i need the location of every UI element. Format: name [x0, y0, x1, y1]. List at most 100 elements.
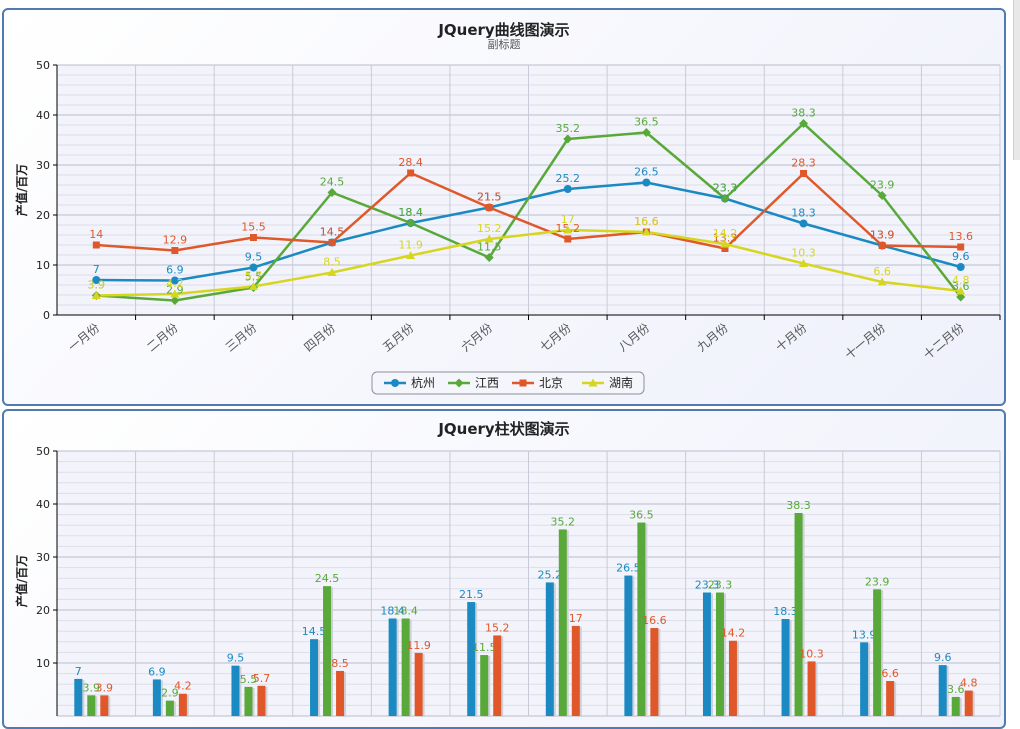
bar: [165, 700, 174, 716]
bar-label: 15.2: [485, 621, 510, 634]
data-point: [877, 191, 887, 200]
bar: [231, 665, 240, 716]
bar: [388, 618, 397, 716]
legend-marker: [391, 379, 399, 387]
data-label: 35.2: [556, 122, 581, 135]
bar-label: 11.5: [472, 641, 497, 654]
data-label: 36.5: [634, 116, 659, 129]
data-label: 25.2: [556, 172, 581, 185]
data-label: 14.5: [320, 226, 345, 239]
bar-chart: 1020304050JQuery柱状图演示产值/百万73.93.96.92.94…: [14, 420, 1001, 717]
data-label: 23.3: [713, 182, 738, 195]
y-axis-label: 产值/百万: [14, 555, 29, 607]
data-label: 13.3: [713, 232, 738, 245]
data-label: 9.6: [952, 250, 970, 263]
x-tick-label: 八月份: [616, 321, 653, 355]
data-label: 13.6: [948, 230, 973, 243]
data-point: [956, 286, 966, 295]
line-chart-panel: 0 10 20 30 40 50 一月份 二月份 三月份 四月份 五月份 六月份 七月份 八月份 九月份 十月…: [2, 8, 1006, 406]
bar: [650, 628, 659, 716]
bar-label: 8.5: [331, 657, 349, 670]
data-point: [642, 178, 651, 187]
data-label: 3.9: [88, 279, 106, 292]
bar: [414, 652, 423, 716]
legend-marker: [519, 379, 527, 387]
x-tick-label: 一月份: [66, 321, 103, 355]
x-tick-label: 七月份: [537, 321, 574, 355]
data-label: 15.5: [241, 221, 266, 234]
bar: [860, 642, 869, 716]
data-label: 8.5: [323, 256, 341, 269]
line-chart: 0 10 20 30 40 50 一月份 二月份 三月份 四月份 五月份 六月份 七月份 八月份 九月份 十月…: [14, 21, 1001, 395]
data-point: [563, 134, 573, 144]
bar: [794, 513, 803, 716]
data-point: [956, 263, 965, 271]
y-tick-label: 50: [36, 59, 50, 72]
legend-marker: [588, 378, 598, 387]
series-line-1: [96, 122, 962, 302]
data-point: [249, 234, 257, 241]
y-axis-label: 产值/百万: [14, 164, 29, 216]
data-label: 17: [561, 213, 575, 226]
data-point: [484, 253, 494, 262]
x-tick-label: 五月份: [380, 321, 417, 355]
data-point: [327, 268, 337, 276]
data-point: [563, 225, 573, 234]
bar-label: 18.3: [773, 605, 798, 618]
data-label: 28.3: [791, 157, 816, 170]
data-point: [877, 277, 887, 286]
bar-label: 24.5: [315, 572, 340, 585]
bar: [310, 639, 319, 716]
bar-label: 7: [75, 665, 82, 678]
bar-label: 16.6: [642, 614, 667, 627]
bar-label: 3.9: [83, 681, 101, 694]
x-tick-label: 三月份: [223, 321, 260, 355]
legend-label: 湖南: [609, 375, 633, 390]
data-point: [170, 289, 180, 298]
data-label: 14.5: [320, 226, 345, 239]
legend-marker: [454, 378, 464, 388]
data-label: 13.9: [870, 229, 895, 242]
bar: [244, 686, 253, 716]
bar: [637, 522, 646, 716]
legend-box: [371, 371, 645, 395]
data-point: [800, 170, 808, 177]
data-label: 5.5: [245, 271, 263, 284]
x-tick-label: 十二月份: [921, 321, 967, 363]
data-label: 4.8: [952, 274, 970, 287]
data-label: 23.9: [870, 179, 895, 192]
data-label: 9.5: [245, 251, 263, 264]
bar-label: 21.5: [459, 588, 484, 601]
bar-label: 14.5: [302, 625, 327, 638]
bar-label: 25.2: [538, 568, 563, 581]
data-point: [92, 241, 100, 249]
data-label: 12.9: [163, 234, 188, 247]
bar: [100, 695, 109, 716]
bar: [728, 640, 737, 716]
data-label: 24.5: [320, 176, 345, 189]
data-point: [171, 247, 179, 254]
data-point: [170, 296, 180, 305]
x-tick-label: 四月份: [301, 321, 338, 355]
bar: [886, 681, 895, 716]
data-point: [799, 259, 809, 267]
data-label: 28.4: [398, 156, 423, 169]
y-tick-label: 10: [36, 259, 50, 272]
data-point: [799, 119, 809, 128]
data-point: [407, 169, 415, 177]
bar-label: 14.2: [721, 627, 746, 640]
bar: [74, 678, 83, 716]
bar-label: 9.6: [934, 651, 952, 664]
window-scrollbar[interactable]: [1013, 0, 1020, 160]
data-label: 18.4: [398, 206, 423, 219]
data-point: [799, 219, 808, 228]
data-point: [249, 263, 258, 272]
y-tick-label: 40: [36, 109, 50, 122]
series-line-3: [96, 228, 961, 297]
bar: [336, 670, 345, 716]
x-tick-label: 二月份: [144, 321, 181, 355]
y-tick-label: 0: [43, 309, 50, 322]
data-point: [564, 235, 572, 243]
bar-label: 35.2: [551, 515, 576, 528]
data-label: 18.3: [791, 207, 816, 220]
